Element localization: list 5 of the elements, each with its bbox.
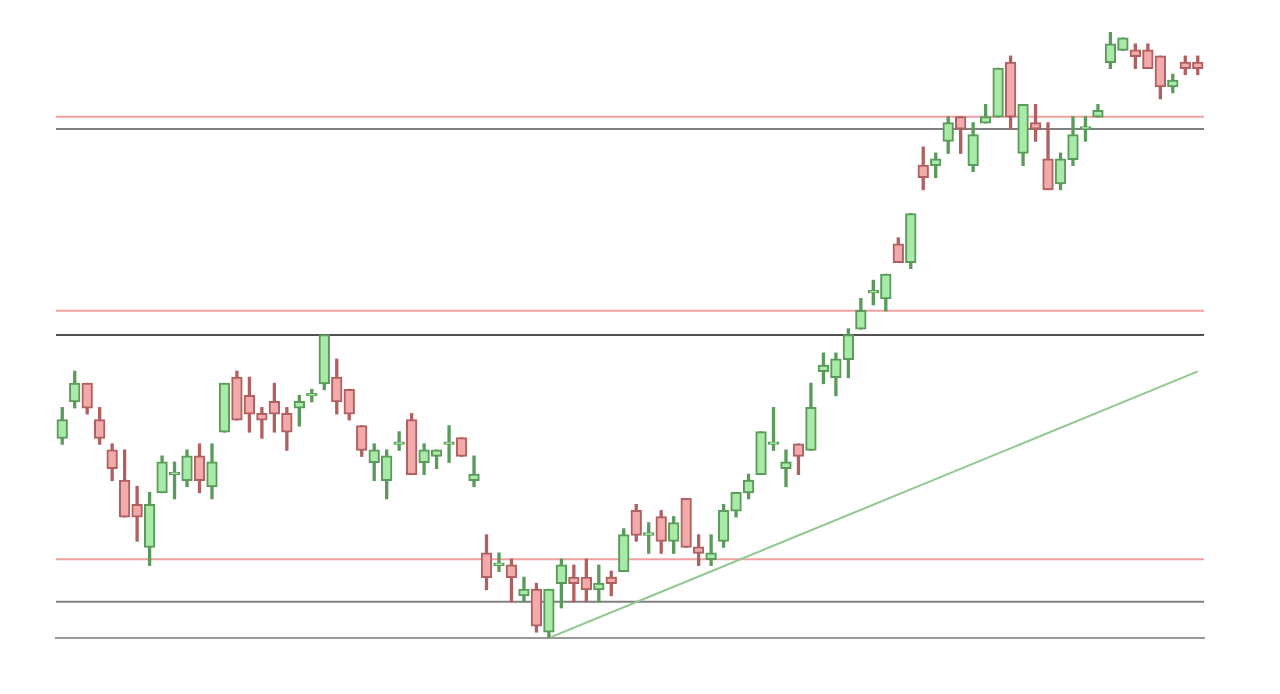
candlestick bbox=[393, 431, 405, 451]
candlestick bbox=[443, 425, 455, 463]
candlestick bbox=[780, 449, 792, 488]
candlestick bbox=[468, 455, 480, 488]
candlestick bbox=[705, 534, 717, 566]
